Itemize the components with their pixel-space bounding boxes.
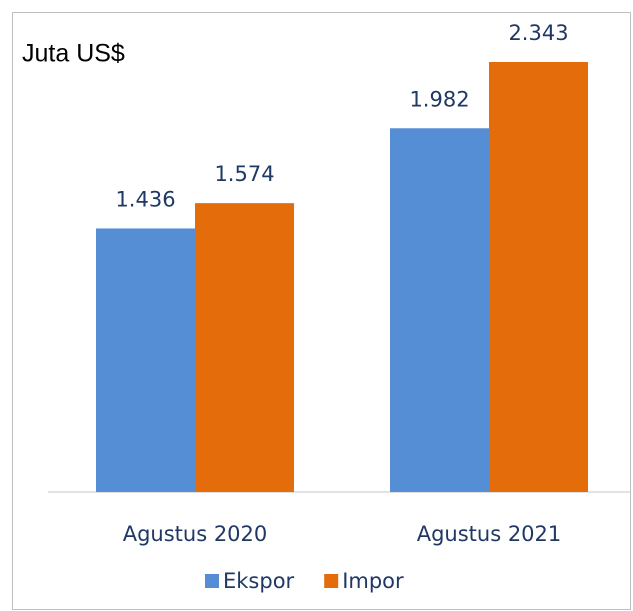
bar xyxy=(390,128,489,492)
legend-swatch xyxy=(324,574,339,588)
value-label: 1.436 xyxy=(115,187,175,211)
x-tick-label: Agustus 2021 xyxy=(417,522,562,546)
bar xyxy=(96,228,195,493)
value-label: 2.343 xyxy=(508,21,568,45)
legend-label: Ekspor xyxy=(223,569,295,593)
value-label: 1.574 xyxy=(214,162,274,186)
x-tick-label: Agustus 2020 xyxy=(123,522,268,546)
chart-title: Juta US$ xyxy=(22,40,125,68)
bar xyxy=(489,62,588,492)
legend-label: Impor xyxy=(342,569,404,593)
value-label: 1.982 xyxy=(409,87,469,111)
legend-swatch xyxy=(205,574,219,588)
bar xyxy=(195,203,294,492)
